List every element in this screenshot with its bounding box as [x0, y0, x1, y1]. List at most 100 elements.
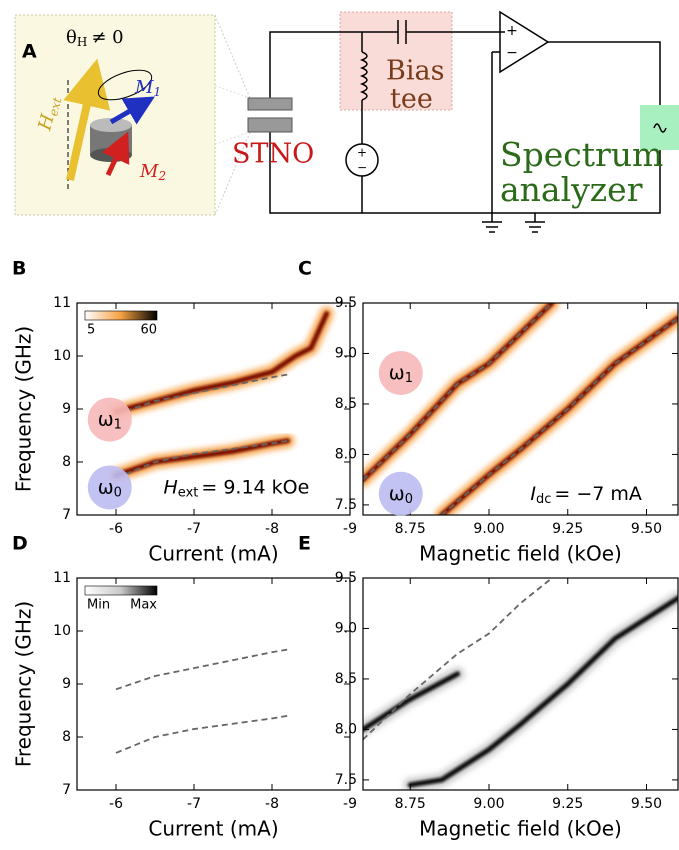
- annotation: ω1: [98, 408, 122, 432]
- y-tick-label: 9: [62, 676, 71, 692]
- panel-label: C: [298, 258, 312, 280]
- plot-area: [363, 303, 678, 515]
- y-tick-label: 9: [62, 401, 71, 417]
- mode-circle: [87, 397, 132, 442]
- hext-sub: ext: [46, 96, 64, 118]
- annotation: ω0: [389, 482, 413, 506]
- x-tick-label: -9: [343, 521, 357, 537]
- m1: M: [134, 77, 154, 98]
- fit-line: [115, 439, 288, 479]
- panel-a: A θH ≠ 0 Hext M1 M2 + − +: [14, 10, 679, 233]
- x-tick-label: -8: [265, 796, 279, 812]
- y-tick-label: 10: [53, 348, 71, 364]
- fit-line: [363, 578, 553, 741]
- stno-layer: [247, 97, 293, 111]
- x-axis-label: Current (mA): [148, 542, 278, 566]
- y-tick-label: 10: [53, 623, 71, 639]
- annotation-text: = −7 mA: [554, 482, 642, 504]
- y-tick-label: 11: [53, 570, 71, 586]
- mode-circle: [378, 350, 423, 395]
- annotation-sub: dc: [536, 491, 551, 506]
- analyzer-label: analyzer: [500, 170, 643, 209]
- annotation: Hext = 9.14 kOe: [164, 476, 310, 500]
- source-minus: −: [357, 161, 367, 175]
- bias-label: Bias: [386, 56, 444, 87]
- annotation-sub: 0: [405, 491, 413, 506]
- fit-line: [115, 373, 288, 416]
- y-tick-label: 8: [62, 729, 71, 745]
- colorbar: [84, 585, 158, 596]
- fit-line: [115, 714, 288, 754]
- x-tick-label: -6: [109, 796, 123, 812]
- mode-circle: [87, 465, 132, 510]
- wires: [269, 10, 667, 233]
- y-tick-label: 7: [62, 507, 71, 523]
- y-tick-label: 9.0: [335, 620, 357, 636]
- annotation-symbol: I: [530, 482, 536, 504]
- panel-label: B: [12, 258, 26, 280]
- x-tick-label: 9.25: [552, 521, 583, 537]
- x-tick-label: 9.00: [473, 796, 504, 812]
- ridge-core: [113, 311, 330, 415]
- annotation-sub: 0: [114, 485, 122, 500]
- hext: H: [34, 112, 59, 134]
- y-tick-label: 8.5: [335, 396, 357, 412]
- annotation: Idc = −7 mA: [530, 482, 642, 506]
- x-axis-label: Magnetic field (kOe): [419, 542, 622, 566]
- x-tick-label: 9.50: [631, 796, 662, 812]
- plot-area: [363, 578, 678, 790]
- m1-label: M1: [134, 77, 161, 99]
- panel-label: E: [298, 533, 311, 555]
- y-tick-label: 8.5: [335, 671, 357, 687]
- colorbar-label: 5: [87, 323, 95, 338]
- ridge-core: [407, 595, 678, 788]
- annotation: ω0: [98, 476, 122, 500]
- m1-arrow: [109, 96, 155, 125]
- m2-sub: 2: [157, 169, 166, 183]
- zoom-line: [214, 131, 251, 216]
- m1-sub: 1: [153, 85, 161, 99]
- field-arrow: [63, 58, 111, 181]
- colorbar-label: Max: [130, 598, 157, 613]
- precession: [97, 69, 153, 101]
- x-tick-label: 9.25: [552, 796, 583, 812]
- x-tick-label: 8.75: [395, 796, 426, 812]
- plot-bg: [363, 578, 678, 790]
- y-axis-label: Frequency (GHz): [12, 601, 36, 767]
- x-tick-label: -9: [343, 796, 357, 812]
- theta-label: θH ≠ 0: [66, 27, 124, 49]
- tee-label: tee: [390, 84, 433, 115]
- x-axis-label: Current (mA): [148, 817, 278, 841]
- colorbar-label: Min: [87, 598, 110, 613]
- m2: M: [139, 161, 159, 182]
- bias-tee-box: [339, 11, 453, 111]
- annotation-symbol: ω: [98, 476, 114, 498]
- annotation-symbol: ω: [389, 361, 405, 383]
- hext-label: Hext: [34, 94, 64, 134]
- y-tick-label: 7: [62, 782, 71, 798]
- y-tick-label: 8: [62, 454, 71, 470]
- m2-arrow: [102, 131, 130, 177]
- annotation-sub: ext: [178, 485, 199, 500]
- y-tick-label: 8.0: [335, 721, 357, 737]
- annotation-symbol: H: [164, 476, 178, 498]
- plot-frame: [362, 302, 679, 516]
- zoom-line: [214, 14, 251, 99]
- x-tick-label: -7: [187, 521, 201, 537]
- fit-line: [441, 317, 678, 515]
- amp-plus: +: [506, 23, 518, 39]
- magnet: [90, 148, 132, 162]
- x-tick-label: 8.75: [395, 521, 426, 537]
- annotation-symbol: ω: [389, 482, 405, 504]
- ridge-core: [363, 671, 460, 732]
- annotation-sub: 1: [114, 417, 122, 432]
- x-tick-label: -6: [109, 521, 123, 537]
- source-plus: +: [357, 146, 367, 160]
- y-tick-label: 8.0: [335, 446, 357, 462]
- fit-line: [363, 303, 553, 481]
- stno-layer: [247, 117, 293, 133]
- annotation: ω1: [389, 361, 413, 385]
- y-tick-label: 11: [53, 295, 71, 311]
- panel-label: D: [12, 533, 28, 555]
